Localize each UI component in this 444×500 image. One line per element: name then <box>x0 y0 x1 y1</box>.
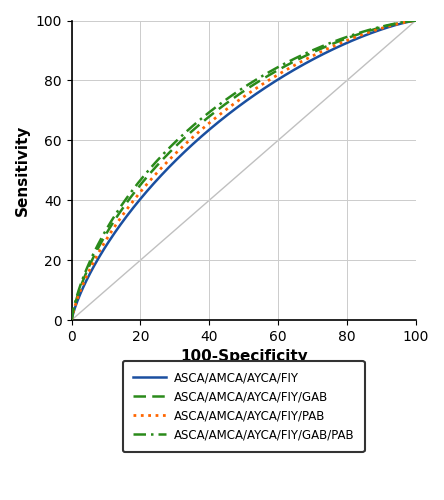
X-axis label: 100-Specificity: 100-Specificity <box>180 350 308 364</box>
Y-axis label: Sensitivity: Sensitivity <box>15 124 30 216</box>
Legend: ASCA/AMCA/AYCA/FIY, ASCA/AMCA/AYCA/FIY/GAB, ASCA/AMCA/AYCA/FIY/PAB, ASCA/AMCA/AY: ASCA/AMCA/AYCA/FIY, ASCA/AMCA/AYCA/FIY/G… <box>123 361 365 452</box>
